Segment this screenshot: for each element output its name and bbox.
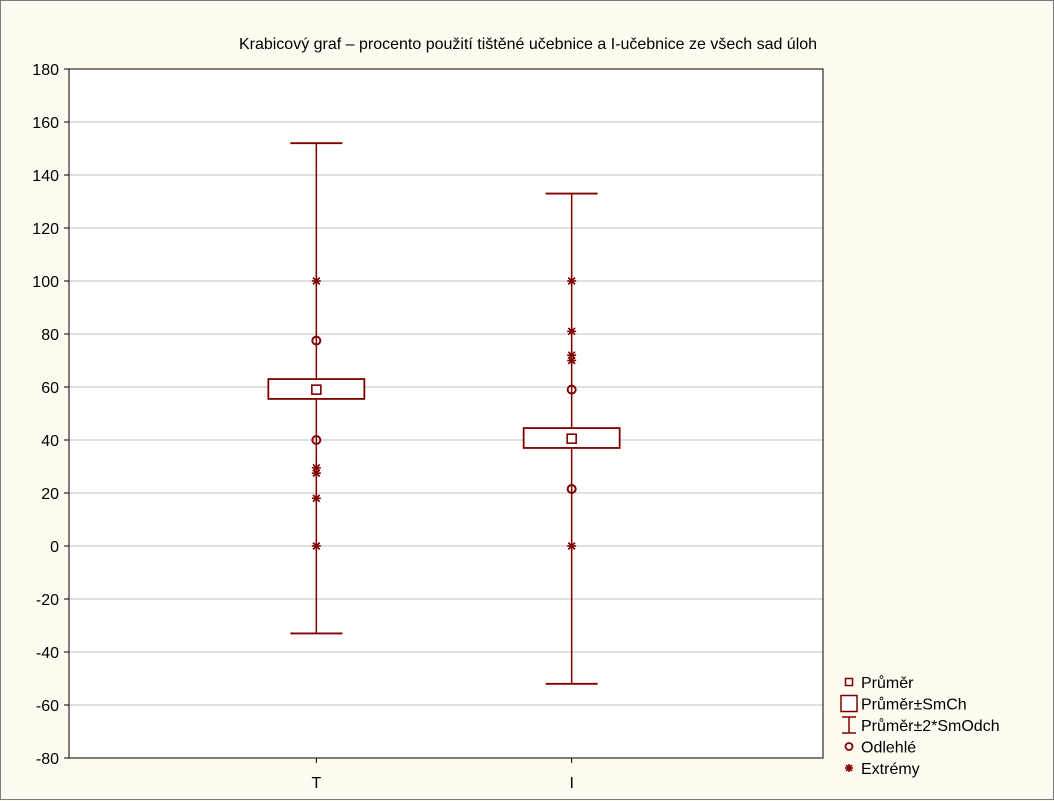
mean-marker (312, 385, 321, 394)
y-tick-label: -80 (36, 751, 59, 768)
legend-extreme-icon (845, 764, 853, 772)
legend-label: Extrémy (861, 761, 920, 778)
y-tick-label: 100 (32, 274, 59, 291)
plot-area (69, 69, 823, 758)
chart-title: Krabicový graf – procento použití tištěn… (239, 36, 817, 53)
legend-box-icon (841, 696, 857, 712)
legend-mean-icon (846, 679, 853, 686)
legend-item: Průměr±2*SmOdch (842, 717, 1000, 735)
extreme-point (567, 542, 576, 551)
y-tick-label: -20 (36, 592, 59, 609)
y-tick-label: 120 (32, 221, 59, 238)
legend-outlier-icon (846, 743, 853, 750)
extreme-point (567, 327, 576, 336)
x-tick-label: T (311, 775, 321, 792)
extreme-point (312, 494, 321, 503)
y-tick-label: 160 (32, 115, 59, 132)
y-tick-label: 140 (32, 168, 59, 185)
legend-item: Průměr±SmCh (841, 696, 967, 714)
legend-label: Odlehlé (861, 740, 916, 757)
y-tick-label: -60 (36, 698, 59, 715)
y-tick-label: 80 (41, 327, 59, 344)
mean-marker (567, 434, 576, 443)
extreme-point (312, 542, 321, 551)
y-tick-label: -40 (36, 645, 59, 662)
legend-item: Průměr (846, 674, 915, 692)
legend: Průměr Průměr±SmCh Průměr±2*SmOdch Odlehlé E… (841, 674, 1000, 778)
y-tick-label: 180 (32, 62, 59, 79)
extreme-point (312, 277, 321, 286)
y-tick-label: 20 (41, 486, 59, 503)
legend-item: Extrémy (845, 761, 920, 778)
y-tick-label: 0 (50, 539, 59, 556)
y-tick-label: 60 (41, 380, 59, 397)
y-tick-label: 40 (41, 433, 59, 450)
extreme-point (312, 469, 321, 478)
legend-label: Průměr±SmCh (861, 696, 967, 714)
x-tick-label: I (569, 775, 573, 792)
extreme-point (567, 277, 576, 286)
extreme-point (567, 356, 576, 365)
legend-item: Odlehlé (846, 740, 917, 757)
legend-label: Průměr (861, 674, 914, 692)
legend-label: Průměr±2*SmOdch (861, 717, 1000, 735)
